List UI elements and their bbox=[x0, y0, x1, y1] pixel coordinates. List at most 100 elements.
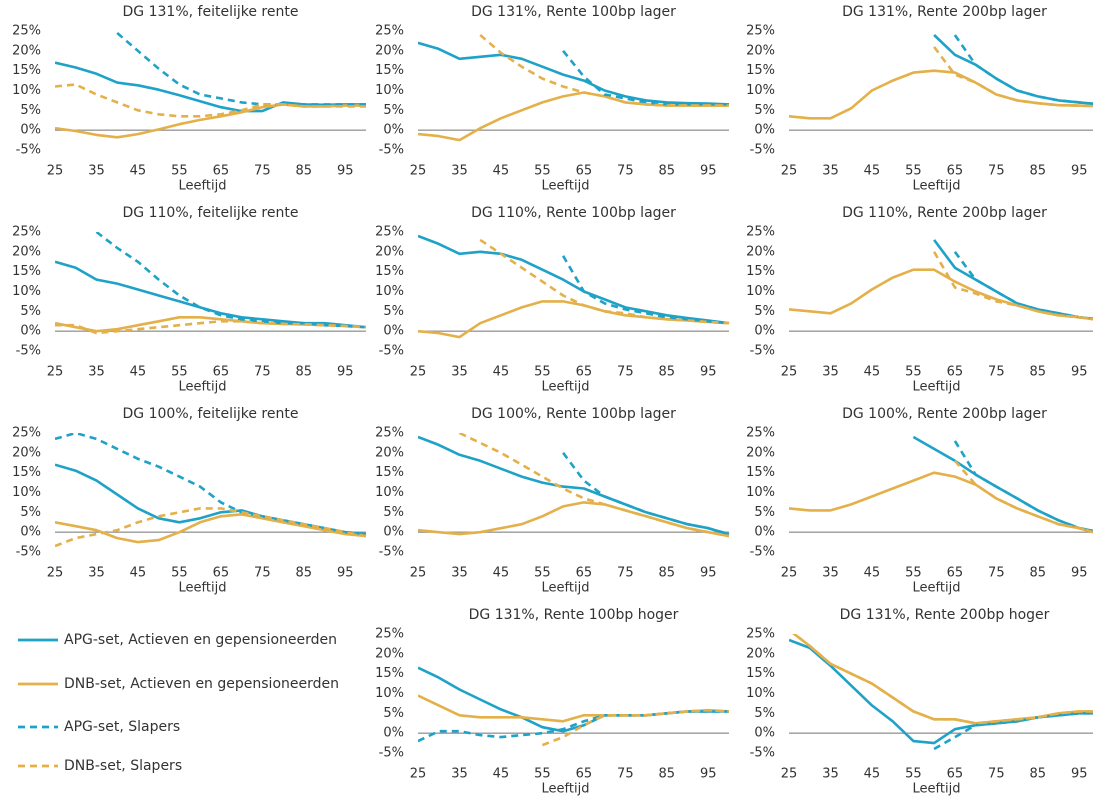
x-tick-label: 25 bbox=[410, 164, 427, 179]
y-tick-label: 0% bbox=[383, 726, 404, 741]
x-tick-label: 65 bbox=[947, 164, 964, 179]
y-tick-label: 5% bbox=[383, 706, 404, 721]
x-axis-label: Leeftijd bbox=[913, 782, 961, 797]
x-tick-label: 45 bbox=[864, 767, 881, 782]
y-tick-label: 0% bbox=[754, 525, 775, 540]
x-tick-label: 75 bbox=[254, 164, 271, 179]
y-tick-label: -5% bbox=[379, 746, 404, 761]
series-line bbox=[953, 251, 1093, 320]
panel: DG 131%, feitelijke rente -5% 0% 5% 10% 15% 20… bbox=[12, 4, 366, 194]
series-line bbox=[562, 49, 729, 106]
y-tick-label: 10% bbox=[746, 284, 775, 299]
panel-title: DG 131%, Rente 100bp lager bbox=[471, 4, 676, 20]
x-tick-label: 55 bbox=[534, 365, 551, 380]
x-tick-label: 95 bbox=[1071, 566, 1088, 581]
panel: DG 131%, Rente 100bp hoger -5% 0% 5% 10% 15% 2… bbox=[375, 607, 730, 797]
panel: DG 100%, Rente 100bp lager -5% 0% 5% 10% 15% 2… bbox=[375, 406, 730, 596]
x-axis-label: Leeftijd bbox=[913, 581, 961, 596]
y-tick-label: 0% bbox=[754, 726, 775, 741]
x-tick-label: 45 bbox=[130, 164, 147, 179]
y-tick-label: 10% bbox=[375, 686, 404, 701]
x-tick-label: 75 bbox=[254, 365, 271, 380]
x-tick-label: 85 bbox=[659, 365, 676, 380]
y-tick-label: 25% bbox=[375, 225, 404, 240]
y-tick-label: -5% bbox=[379, 143, 404, 158]
panel-title: DG 110%, Rente 200bp lager bbox=[842, 205, 1047, 221]
x-tick-label: 55 bbox=[905, 566, 922, 581]
y-tick-label: 10% bbox=[746, 686, 775, 701]
y-tick-label: 25% bbox=[375, 426, 404, 441]
x-tick-label: 95 bbox=[700, 566, 717, 581]
x-tick-label: 75 bbox=[988, 365, 1005, 380]
y-tick-label: -5% bbox=[750, 344, 775, 359]
x-tick-label: 25 bbox=[47, 365, 64, 380]
x-axis-label: Leeftijd bbox=[179, 581, 227, 596]
y-tick-label: 25% bbox=[12, 24, 41, 39]
series-line bbox=[418, 710, 729, 743]
x-tick-label: 65 bbox=[947, 365, 964, 380]
panel-title: DG 110%, feitelijke rente bbox=[123, 205, 299, 221]
y-tick-label: 5% bbox=[383, 103, 404, 118]
x-axis-label: Leeftijd bbox=[542, 782, 590, 797]
x-tick-label: 75 bbox=[617, 767, 634, 782]
legend: APG-set, Actieven en gepensioneerden DNB-… bbox=[18, 632, 339, 774]
y-tick-label: 5% bbox=[20, 505, 41, 520]
x-tick-label: 75 bbox=[617, 566, 634, 581]
x-tick-label: 95 bbox=[1071, 767, 1088, 782]
y-tick-label: 25% bbox=[746, 627, 775, 642]
y-tick-label: 15% bbox=[12, 264, 41, 279]
series-line bbox=[55, 507, 367, 548]
y-tick-label: 20% bbox=[375, 646, 404, 661]
legend-label: APG-set, Actieven en gepensioneerden bbox=[64, 632, 337, 648]
x-tick-label: 35 bbox=[88, 566, 105, 581]
y-tick-label: 20% bbox=[746, 43, 775, 58]
x-axis-label: Leeftijd bbox=[542, 179, 590, 194]
series-line bbox=[418, 435, 730, 536]
x-tick-label: 85 bbox=[1030, 365, 1047, 380]
panel-title: DG 100%, Rente 100bp lager bbox=[471, 406, 676, 422]
y-tick-label: 15% bbox=[746, 465, 775, 480]
series-line bbox=[933, 712, 1093, 751]
x-tick-label: 65 bbox=[213, 365, 230, 380]
series-line bbox=[418, 234, 730, 325]
series-line bbox=[418, 694, 730, 723]
panel: DG 110%, Rente 100bp lager -5% 0% 5% 10% 15% 2… bbox=[375, 205, 730, 395]
panel: DG 131%, Rente 200bp lager -5% 0% 5% 10% 15% 2… bbox=[746, 4, 1093, 194]
y-tick-label: 0% bbox=[20, 123, 41, 138]
y-tick-label: 20% bbox=[375, 445, 404, 460]
series-line bbox=[479, 34, 729, 107]
x-tick-label: 95 bbox=[337, 365, 354, 380]
y-tick-label: 0% bbox=[20, 525, 41, 540]
y-tick-label: 10% bbox=[746, 485, 775, 500]
y-tick-label: 10% bbox=[12, 83, 41, 98]
x-axis-label: Leeftijd bbox=[913, 380, 961, 395]
x-tick-label: 35 bbox=[451, 365, 468, 380]
x-tick-label: 65 bbox=[576, 164, 593, 179]
series-line bbox=[418, 501, 730, 538]
x-tick-label: 95 bbox=[1071, 365, 1088, 380]
series-group bbox=[789, 34, 1093, 120]
y-tick-label: 5% bbox=[383, 505, 404, 520]
legend-label: APG-set, Slapers bbox=[64, 719, 180, 735]
y-tick-label: -5% bbox=[750, 545, 775, 560]
y-tick-label: 15% bbox=[375, 666, 404, 681]
y-tick-label: -5% bbox=[16, 344, 41, 359]
series-line bbox=[932, 251, 1093, 321]
y-tick-label: 5% bbox=[20, 103, 41, 118]
x-tick-label: 85 bbox=[659, 767, 676, 782]
panel-title: DG 131%, Rente 100bp hoger bbox=[469, 607, 679, 623]
x-tick-label: 25 bbox=[410, 767, 427, 782]
x-tick-label: 25 bbox=[47, 164, 64, 179]
x-tick-label: 85 bbox=[1030, 566, 1047, 581]
y-tick-label: 15% bbox=[746, 666, 775, 681]
x-tick-label: 25 bbox=[781, 767, 798, 782]
series-group bbox=[418, 34, 730, 142]
y-tick-label: 25% bbox=[375, 24, 404, 39]
y-tick-label: 20% bbox=[12, 445, 41, 460]
x-tick-label: 35 bbox=[822, 164, 839, 179]
x-tick-label: 45 bbox=[493, 164, 510, 179]
x-tick-label: 35 bbox=[88, 164, 105, 179]
y-tick-label: 25% bbox=[375, 627, 404, 642]
series-group bbox=[418, 234, 730, 339]
series-group bbox=[418, 666, 730, 747]
